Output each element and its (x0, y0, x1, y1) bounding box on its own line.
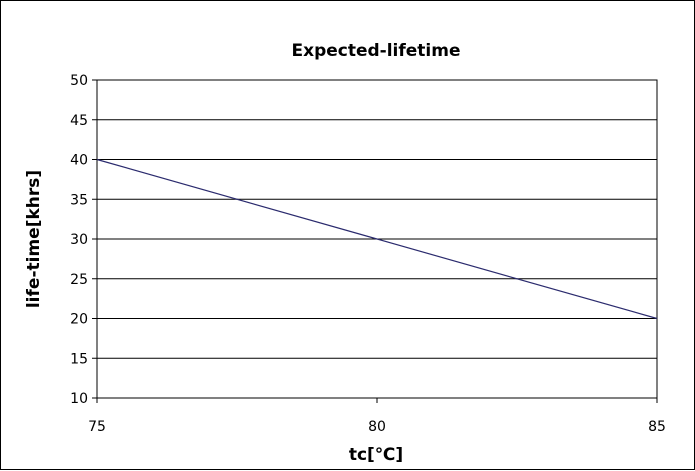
y-tick-labels: 10 15 20 25 30 35 40 45 50 (70, 73, 88, 407)
y-tick-label: 10 (70, 391, 88, 407)
series-group (96, 158, 658, 320)
y-tick-label: 50 (70, 73, 88, 89)
chart-title: Expected-lifetime (291, 41, 460, 61)
x-tick-label: 80 (368, 419, 386, 435)
y-tick-label: 40 (70, 153, 88, 169)
x-tick-label: 75 (88, 419, 106, 435)
y-tick-label: 25 (70, 272, 88, 288)
x-tick-labels: 75 80 85 (88, 419, 666, 435)
y-tick-label: 35 (70, 192, 88, 208)
series-line-segment (96, 158, 378, 240)
x-axis-title: tc[℃] (349, 445, 403, 465)
gridlines (92, 79, 658, 403)
series-line-segment (376, 238, 658, 320)
y-tick-label: 30 (70, 232, 88, 248)
x-tick-label: 85 (648, 419, 666, 435)
y-tick-label: 15 (70, 351, 88, 367)
y-tick-label: 45 (70, 113, 88, 129)
y-tick-label: 20 (70, 312, 88, 328)
y-axis-title: life-time[khrs] (24, 170, 44, 308)
